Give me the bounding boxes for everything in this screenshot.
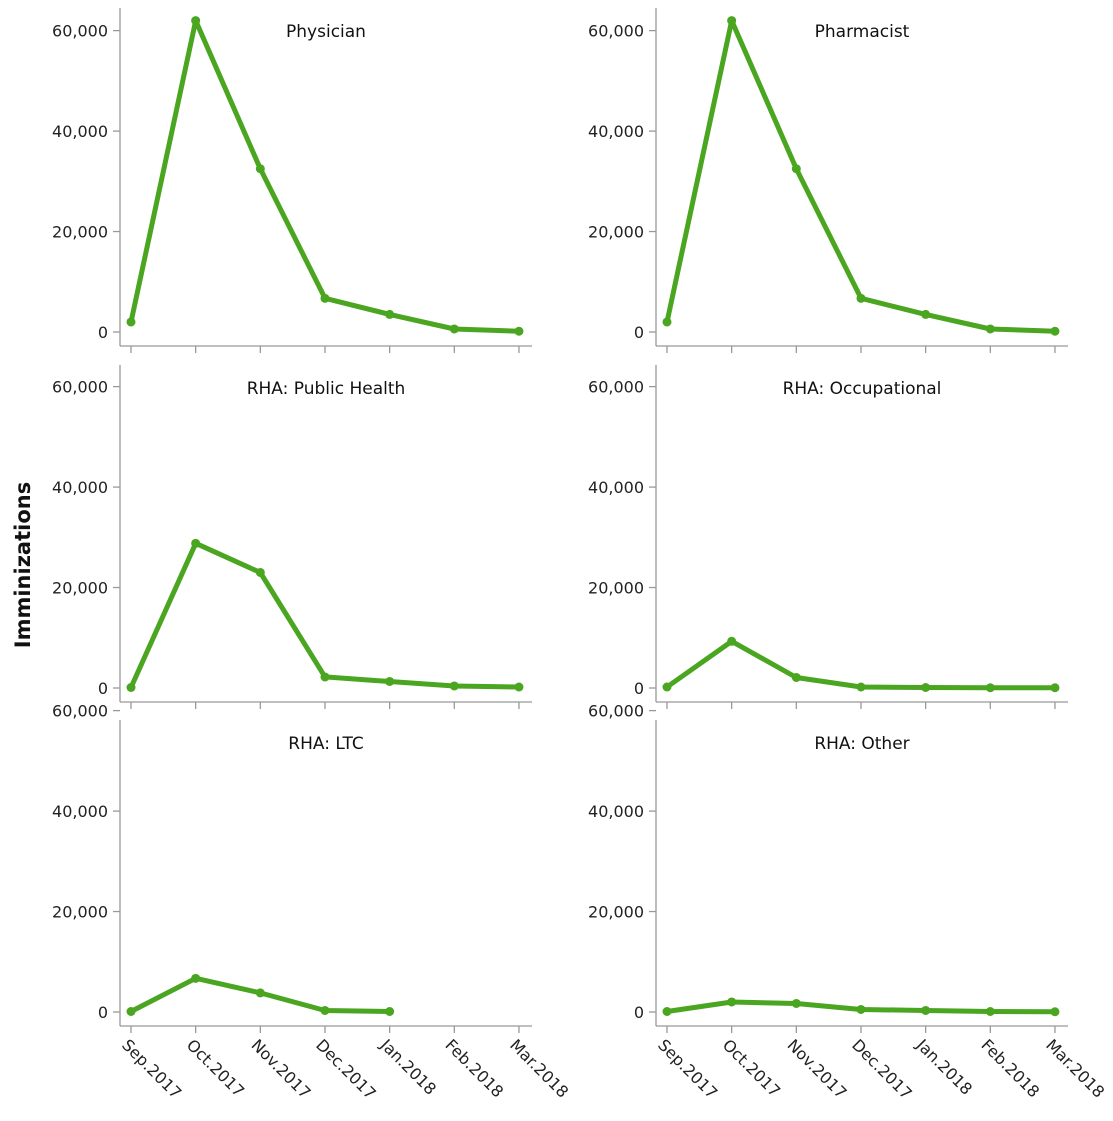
panel-title: RHA: LTC <box>288 734 363 754</box>
data-point <box>791 672 801 682</box>
data-point <box>791 164 801 174</box>
y-tick-label: 60,000 <box>588 22 644 41</box>
data-point <box>662 682 672 692</box>
x-tick-label: Jan.2018 <box>376 1035 440 1099</box>
y-tick-label: 40,000 <box>52 802 108 821</box>
data-point <box>985 324 995 334</box>
data-point <box>126 1006 136 1016</box>
x-tick-label: Oct.2017 <box>183 1035 248 1100</box>
panel-title: Pharmacist <box>815 22 910 42</box>
data-point <box>385 676 395 686</box>
x-tick-label: Mar.2018 <box>1042 1035 1108 1101</box>
x-tick-label: Nov.2017 <box>247 1035 314 1102</box>
x-tick-label: Mar.2018 <box>506 1035 572 1101</box>
series-line <box>128 18 522 334</box>
data-point <box>727 997 737 1007</box>
x-tick-label: Sep.2017 <box>118 1035 185 1102</box>
data-point <box>985 683 995 693</box>
panel-pharmacist: 0 20,000 40,000 60,000 Pharmacist <box>588 8 1068 353</box>
y-tick-label: 60,000 <box>588 378 644 397</box>
y-tick-label: 40,000 <box>588 122 644 141</box>
panel-title: RHA: Other <box>814 734 909 754</box>
data-point <box>126 317 136 327</box>
data-point <box>985 1006 995 1016</box>
y-tick-label: 40,000 <box>588 802 644 821</box>
data-point <box>255 988 265 998</box>
y-tick-label: 0 <box>98 1003 108 1022</box>
data-point <box>921 309 931 319</box>
y-axis-title: Imminizations <box>11 482 35 648</box>
panel-title: RHA: Occupational <box>783 379 942 399</box>
data-point <box>320 672 330 682</box>
series-line <box>664 18 1058 334</box>
data-point <box>255 164 265 174</box>
data-point <box>191 973 201 983</box>
y-tick-label: 20,000 <box>588 903 644 922</box>
x-tick-label: Feb.2018 <box>441 1035 507 1101</box>
x-tick-label: Oct.2017 <box>719 1035 784 1100</box>
y-tick-label: 20,000 <box>52 903 108 922</box>
data-point <box>1050 1007 1060 1017</box>
y-tick-label: 40,000 <box>588 478 644 497</box>
data-point <box>385 1006 395 1016</box>
data-point <box>1050 683 1060 693</box>
x-tick-label: Feb.2018 <box>977 1035 1043 1101</box>
panel-physician: 0 20,000 40,000 60,000 Physician <box>52 8 532 353</box>
data-point <box>514 326 524 336</box>
y-tick-label: 60,000 <box>52 22 108 41</box>
series-line <box>128 540 522 690</box>
data-point <box>727 636 737 646</box>
data-point <box>320 1005 330 1015</box>
data-point <box>126 682 136 692</box>
data-point <box>791 998 801 1008</box>
data-point <box>856 682 866 692</box>
y-tick-label: 60,000 <box>588 702 644 721</box>
y-tick-label: 0 <box>98 323 108 342</box>
x-tick-label: Dec.2017 <box>848 1035 916 1103</box>
data-point <box>449 681 459 691</box>
data-point <box>727 16 737 26</box>
y-tick-label: 40,000 <box>52 478 108 497</box>
x-tick-label: Nov.2017 <box>783 1035 850 1102</box>
y-tick-label: 20,000 <box>588 579 644 598</box>
y-tick-label: 20,000 <box>52 579 108 598</box>
data-point <box>320 293 330 303</box>
y-tick-label: 20,000 <box>588 223 644 242</box>
y-tick-label: 20,000 <box>52 223 108 242</box>
data-point <box>191 538 201 548</box>
data-point <box>1050 326 1060 336</box>
data-point <box>385 309 395 319</box>
panel-title: Physician <box>286 22 366 42</box>
data-point <box>514 682 524 692</box>
data-point <box>921 682 931 692</box>
data-point <box>921 1005 931 1015</box>
panel-rha-public-health: 0 20,000 40,000 60,000 RHA: Public Health <box>52 365 532 709</box>
data-point <box>662 1006 672 1016</box>
y-tick-label: 40,000 <box>52 122 108 141</box>
y-tick-label: 0 <box>98 679 108 698</box>
data-point <box>191 16 201 26</box>
x-tick-label: Sep.2017 <box>654 1035 721 1102</box>
x-tick-label: Jan.2018 <box>912 1035 976 1099</box>
panel-rha-occupational: 0 20,000 40,000 60,000 RHA: Occupational <box>588 365 1068 709</box>
y-tick-label: 0 <box>634 323 644 342</box>
y-tick-label: 60,000 <box>52 702 108 721</box>
data-point <box>255 567 265 577</box>
y-tick-label: 0 <box>634 1003 644 1022</box>
series-line <box>664 638 1058 691</box>
y-tick-label: 0 <box>634 679 644 698</box>
data-point <box>449 324 459 334</box>
panel-title: RHA: Public Health <box>247 379 406 399</box>
y-tick-label: 60,000 <box>52 378 108 397</box>
data-point <box>662 317 672 327</box>
x-tick-label: Dec.2017 <box>312 1035 380 1103</box>
data-point <box>856 293 866 303</box>
data-point <box>856 1004 866 1014</box>
